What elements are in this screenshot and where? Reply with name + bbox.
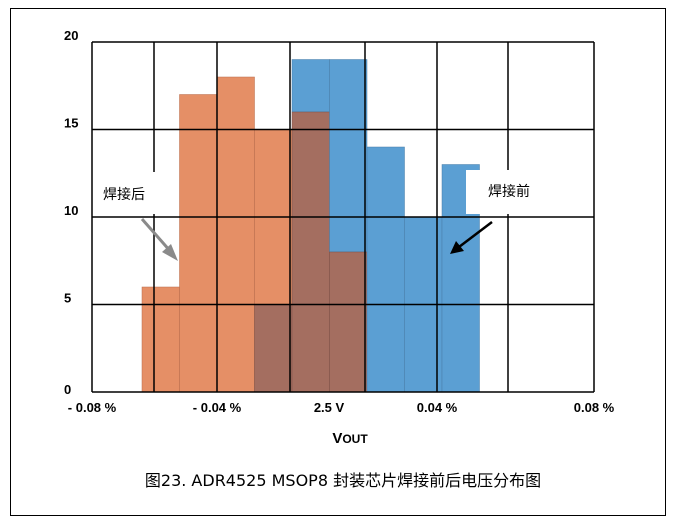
annotation-before-box <box>466 170 548 214</box>
chart-frame <box>10 8 666 516</box>
x-tick-label-0: - 0.08 % <box>68 400 117 415</box>
x-tick-label-1: - 0.04 % <box>193 400 242 415</box>
x-axis-label-rest: OUT <box>342 432 368 446</box>
bar-before-6 <box>366 146 405 393</box>
x-tick-label-2: 2.5 V <box>314 400 345 415</box>
bar-overlap-5 <box>329 251 368 393</box>
bar-before-4 <box>291 59 330 113</box>
annotations-layer: 焊接后 焊接前 <box>95 170 548 261</box>
y-tick-label-4: 20 <box>64 28 78 43</box>
grid-layer <box>91 41 595 393</box>
figure-caption: 图23. ADR4525 MSOP8 封装芯片焊接前后电压分布图 <box>144 471 542 490</box>
y-tick-label-2: 10 <box>64 203 78 218</box>
bar-after-0 <box>141 286 180 393</box>
annotation-after-arrow <box>140 218 173 253</box>
annotation-before-arrow <box>458 221 493 248</box>
bar-before-5 <box>329 59 368 253</box>
annotation-before-label: 焊接前 <box>488 183 530 200</box>
bar-overlap-3 <box>254 304 293 393</box>
tick-labels-layer: 0 5 10 15 20 - 0.08 % - 0.04 % 2.5 V 0.04 % 0.08 … <box>64 28 615 415</box>
x-tick-label-4: 0.08 % <box>574 400 615 415</box>
x-axis-label-lead: V <box>332 430 343 447</box>
bars-layer <box>141 59 480 393</box>
annotation-before-arrowhead <box>450 241 464 254</box>
y-tick-label-3: 15 <box>64 116 78 131</box>
bar-after-1 <box>179 94 218 393</box>
annotation-after-arrowhead <box>162 244 178 261</box>
annotation-after-box <box>95 172 171 214</box>
bar-after-2 <box>216 76 255 393</box>
annotation-after-label: 焊接后 <box>103 186 145 203</box>
bar-overlap-4 <box>291 111 330 393</box>
y-tick-label-1: 5 <box>64 291 71 306</box>
x-axis-label: VOUT <box>310 430 390 447</box>
x-tick-label-3: 0.04 % <box>417 400 458 415</box>
y-tick-label-0: 0 <box>64 382 71 397</box>
